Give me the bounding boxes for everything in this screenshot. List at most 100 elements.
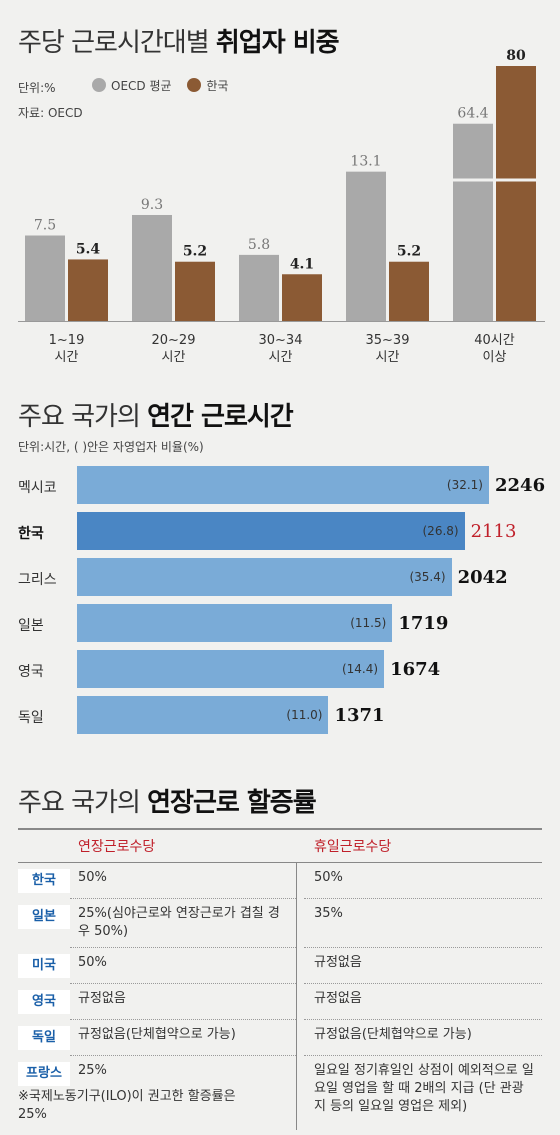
- chart1-legend: OECD 평균 한국: [92, 77, 228, 94]
- column-divider: [295, 898, 304, 948]
- country-cell: 일본: [18, 899, 70, 948]
- column-divider: [295, 1055, 304, 1130]
- chart1-unit: 단위:%: [18, 81, 56, 95]
- category-label: 20~29: [152, 333, 196, 348]
- country-label: 그리스: [18, 572, 57, 588]
- holiday-cell: 35%: [304, 898, 542, 948]
- annual-hours-value: 1674: [390, 659, 441, 680]
- table-header-row: 연장근로수당 휴일근로수당: [18, 828, 542, 863]
- weekly-hours-chart: 7.5 9.3 5.8 13.1 64.4 5.4 5.2 4.1 5.2 80 1~19 시간 20~…: [18, 48, 545, 365]
- column-divider: [295, 947, 304, 984]
- category-label: 이상: [483, 350, 507, 365]
- country-label: 프랑스: [18, 1061, 70, 1086]
- table-title: 주요 국가의 연장근로 할증률: [18, 788, 317, 818]
- chart1-source: 자료: OECD: [18, 106, 83, 120]
- table-row: 미국 50% 규정없음: [18, 947, 542, 984]
- country-cell: 한국: [18, 862, 70, 899]
- chart2-title: 주요 국가의 연간 근로시간: [18, 402, 294, 432]
- legend-korea-label: 한국: [206, 79, 229, 93]
- country-label: 멕시코: [18, 480, 57, 496]
- bar-oecd: [453, 123, 493, 321]
- overtime-value: 25%: [78, 1063, 107, 1078]
- annual-hours-value: 2246: [495, 475, 546, 496]
- bar-korea: [282, 274, 322, 321]
- table-row: 일본 25%(심야근로와 연장근로가 겹칠 경우 50%) 35%: [18, 898, 542, 948]
- annual-hours-bar: [77, 604, 393, 642]
- category-label: 40시간: [474, 333, 515, 348]
- category-label: 1~19: [49, 333, 85, 348]
- column-divider: [295, 862, 304, 899]
- data-label: 80: [506, 48, 526, 64]
- overtime-cell: 25%(심야근로와 연장근로가 겹칠 경우 50%): [70, 898, 296, 948]
- ilo-note: ※국제노동기구(ILO)이 권고한 할증률은 25%: [18, 1089, 236, 1122]
- self-employed-share-label: (11.5): [350, 616, 387, 630]
- bar-oecd: [239, 254, 279, 321]
- data-label: 64.4: [457, 106, 488, 122]
- category-label: 시간: [162, 350, 186, 365]
- self-employed-share-label: (11.0): [286, 708, 323, 722]
- holiday-cell: 50%: [304, 862, 542, 899]
- annual-hours-bar: [77, 466, 489, 504]
- self-employed-share-label: (35.4): [409, 570, 446, 584]
- country-label: 한국: [18, 868, 70, 893]
- country-label: 영국: [18, 989, 70, 1014]
- annual-hours-value: 1371: [334, 705, 385, 726]
- data-label: 13.1: [350, 154, 381, 170]
- country-cell: 프랑스: [18, 1056, 70, 1131]
- country-label: 한국: [18, 526, 44, 542]
- annual-hours-bar: [77, 512, 465, 550]
- holiday-cell: 규정없음(단체협약으로 가능): [304, 1019, 542, 1056]
- category-label: 30~34: [259, 333, 303, 348]
- bar-oecd: [346, 171, 386, 321]
- bar-oecd: [132, 214, 172, 321]
- data-label: 5.2: [183, 244, 207, 260]
- column-divider: [296, 828, 304, 863]
- legend-korea-swatch: [187, 78, 202, 92]
- country-label: 일본: [18, 618, 44, 634]
- column-divider: [295, 983, 304, 1020]
- overtime-cell: 50%: [70, 862, 296, 899]
- data-label: 5.4: [76, 241, 101, 257]
- bar-korea: [389, 261, 429, 321]
- data-label: 4.1: [290, 256, 314, 272]
- bar-korea: [496, 66, 536, 321]
- country-label: 영국: [18, 664, 44, 680]
- legend-oecd-label: OECD 평균: [111, 79, 172, 93]
- category-label: 시간: [376, 350, 400, 365]
- annual-hours-bar: [77, 696, 329, 734]
- annual-hours-bar: [77, 650, 385, 688]
- bar-korea: [68, 259, 108, 321]
- country-label: 독일: [18, 710, 44, 726]
- category-label: 35~39: [366, 333, 410, 348]
- overtime-cell: 25% ※국제노동기구(ILO)이 권고한 할증률은 25%: [18, 1056, 296, 1131]
- self-employed-share-label: (32.1): [446, 478, 483, 492]
- holiday-header: 휴일근로수당: [304, 828, 542, 863]
- country-label: 미국: [18, 953, 70, 978]
- country-header: [18, 828, 70, 863]
- data-label: 9.3: [141, 197, 163, 213]
- country-label: 일본: [18, 904, 70, 929]
- annual-hours-value: 2113: [470, 521, 517, 542]
- overtime-premium-table: 연장근로수당 휴일근로수당 한국 50% 50% 일본 25%(심야근로와 연장…: [18, 828, 542, 1130]
- data-label: 5.2: [397, 244, 421, 260]
- table-row: 프랑스 25% ※국제노동기구(ILO)이 권고한 할증률은 25% 일요일 정…: [18, 1055, 542, 1131]
- table-row: 독일 규정없음(단체협약으로 가능) 규정없음(단체협약으로 가능): [18, 1019, 542, 1056]
- holiday-cell: 일요일 정기휴일인 상점이 예외적으로 일요일 영업을 할 때 2배의 지급 (…: [314, 1063, 534, 1114]
- table-row: 영국 규정없음 규정없음: [18, 983, 542, 1020]
- country-label: 독일: [18, 1025, 70, 1050]
- chart2-unit: 단위:시간, ( )안은 자영업자 비율(%): [18, 440, 204, 454]
- holiday-cell: 규정없음: [304, 947, 542, 984]
- data-label: 7.5: [34, 218, 56, 234]
- annual-hours-value: 2042: [457, 567, 508, 588]
- bar-oecd: [25, 235, 65, 321]
- annual-hours-value: 1719: [398, 613, 449, 634]
- legend-oecd-swatch: [92, 78, 106, 92]
- self-employed-share-label: (26.8): [422, 524, 459, 538]
- annual-hours-bar: [77, 558, 452, 596]
- self-employed-share-label: (14.4): [341, 662, 379, 676]
- bar-korea: [175, 261, 215, 321]
- overtime-header: 연장근로수당: [70, 828, 296, 863]
- overtime-cell: 규정없음: [70, 983, 296, 1020]
- overtime-cell: 규정없음(단체협약으로 가능): [70, 1019, 296, 1056]
- overtime-cell: 50%: [70, 947, 296, 984]
